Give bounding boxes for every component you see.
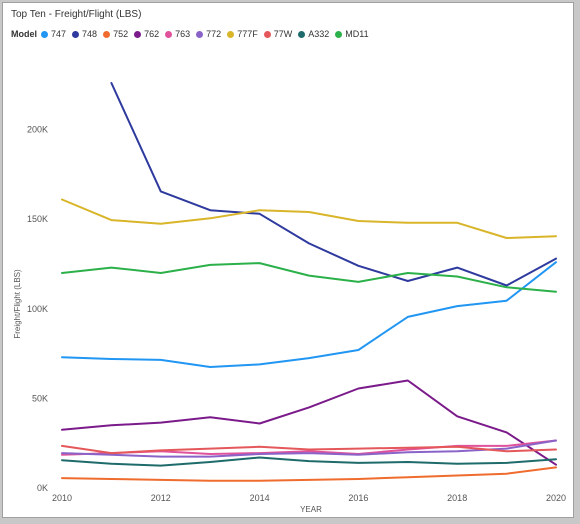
y-tick-label: 200K bbox=[27, 125, 48, 135]
legend-label: 772 bbox=[206, 29, 222, 39]
legend-item[interactable]: A332 bbox=[298, 29, 329, 39]
series-line-A332 bbox=[61, 456, 557, 467]
x-tick-label: 2014 bbox=[250, 493, 270, 503]
x-axis-title: YEAR bbox=[300, 505, 322, 514]
chart-title: Top Ten - Freight/Flight (LBS) bbox=[11, 9, 142, 20]
legend-item[interactable]: 763 bbox=[165, 29, 190, 39]
series-line-748 bbox=[110, 82, 557, 287]
legend: Model 747 748 752 762 763 772 777F 77W A332 MD11 bbox=[11, 29, 375, 39]
y-tick-label: 100K bbox=[27, 304, 48, 314]
legend-marker bbox=[298, 30, 306, 38]
legend-item[interactable]: 777F bbox=[227, 29, 258, 39]
legend-item[interactable]: 77W bbox=[263, 29, 293, 39]
legend-marker bbox=[134, 30, 142, 38]
legend-item[interactable]: 762 bbox=[134, 29, 159, 39]
x-tick-label: 2012 bbox=[151, 493, 171, 503]
legend-marker bbox=[72, 30, 80, 38]
legend-item[interactable]: 747 bbox=[41, 29, 66, 39]
series-line-777F bbox=[61, 198, 557, 239]
legend-label: A332 bbox=[308, 29, 330, 39]
legend-item[interactable]: 748 bbox=[72, 29, 97, 39]
legend-item[interactable]: MD11 bbox=[335, 29, 369, 39]
y-tick-label: 50K bbox=[32, 393, 48, 403]
legend-item[interactable]: 772 bbox=[196, 29, 221, 39]
legend-title: Model bbox=[11, 29, 37, 39]
legend-label: 747 bbox=[51, 29, 67, 39]
legend-label: 762 bbox=[144, 29, 160, 39]
visual-container: Top Ten - Freight/Flight (LBS) Model 747… bbox=[2, 2, 574, 518]
series-line-MD11 bbox=[61, 262, 557, 293]
legend-marker bbox=[196, 30, 204, 38]
legend-label: 763 bbox=[175, 29, 191, 39]
x-tick-label: 2010 bbox=[52, 493, 72, 503]
series-line-747 bbox=[61, 261, 557, 368]
legend-marker bbox=[41, 30, 48, 38]
legend-marker bbox=[263, 30, 271, 38]
legend-label: 748 bbox=[82, 29, 98, 39]
legend-label: 777F bbox=[237, 29, 258, 39]
legend-marker bbox=[335, 30, 343, 38]
legend-label: MD11 bbox=[345, 29, 369, 39]
x-tick-label: 2020 bbox=[546, 493, 566, 503]
legend-label: 752 bbox=[113, 29, 129, 39]
x-tick-label: 2018 bbox=[447, 493, 467, 503]
legend-marker bbox=[103, 30, 111, 38]
y-axis-title: Freight/Flight (LBS) bbox=[13, 269, 22, 339]
legend-label: 77W bbox=[273, 29, 293, 39]
series-line-77W bbox=[61, 444, 557, 455]
x-tick-label: 2016 bbox=[348, 493, 368, 503]
series-line-752 bbox=[61, 466, 557, 482]
y-tick-label: 150K bbox=[27, 214, 48, 224]
legend-item[interactable]: 752 bbox=[103, 29, 128, 39]
y-tick-label: 0K bbox=[37, 483, 48, 493]
series-line-762 bbox=[61, 379, 557, 466]
legend-marker bbox=[227, 30, 235, 38]
series-line-772 bbox=[61, 439, 557, 458]
legend-marker bbox=[165, 30, 173, 38]
